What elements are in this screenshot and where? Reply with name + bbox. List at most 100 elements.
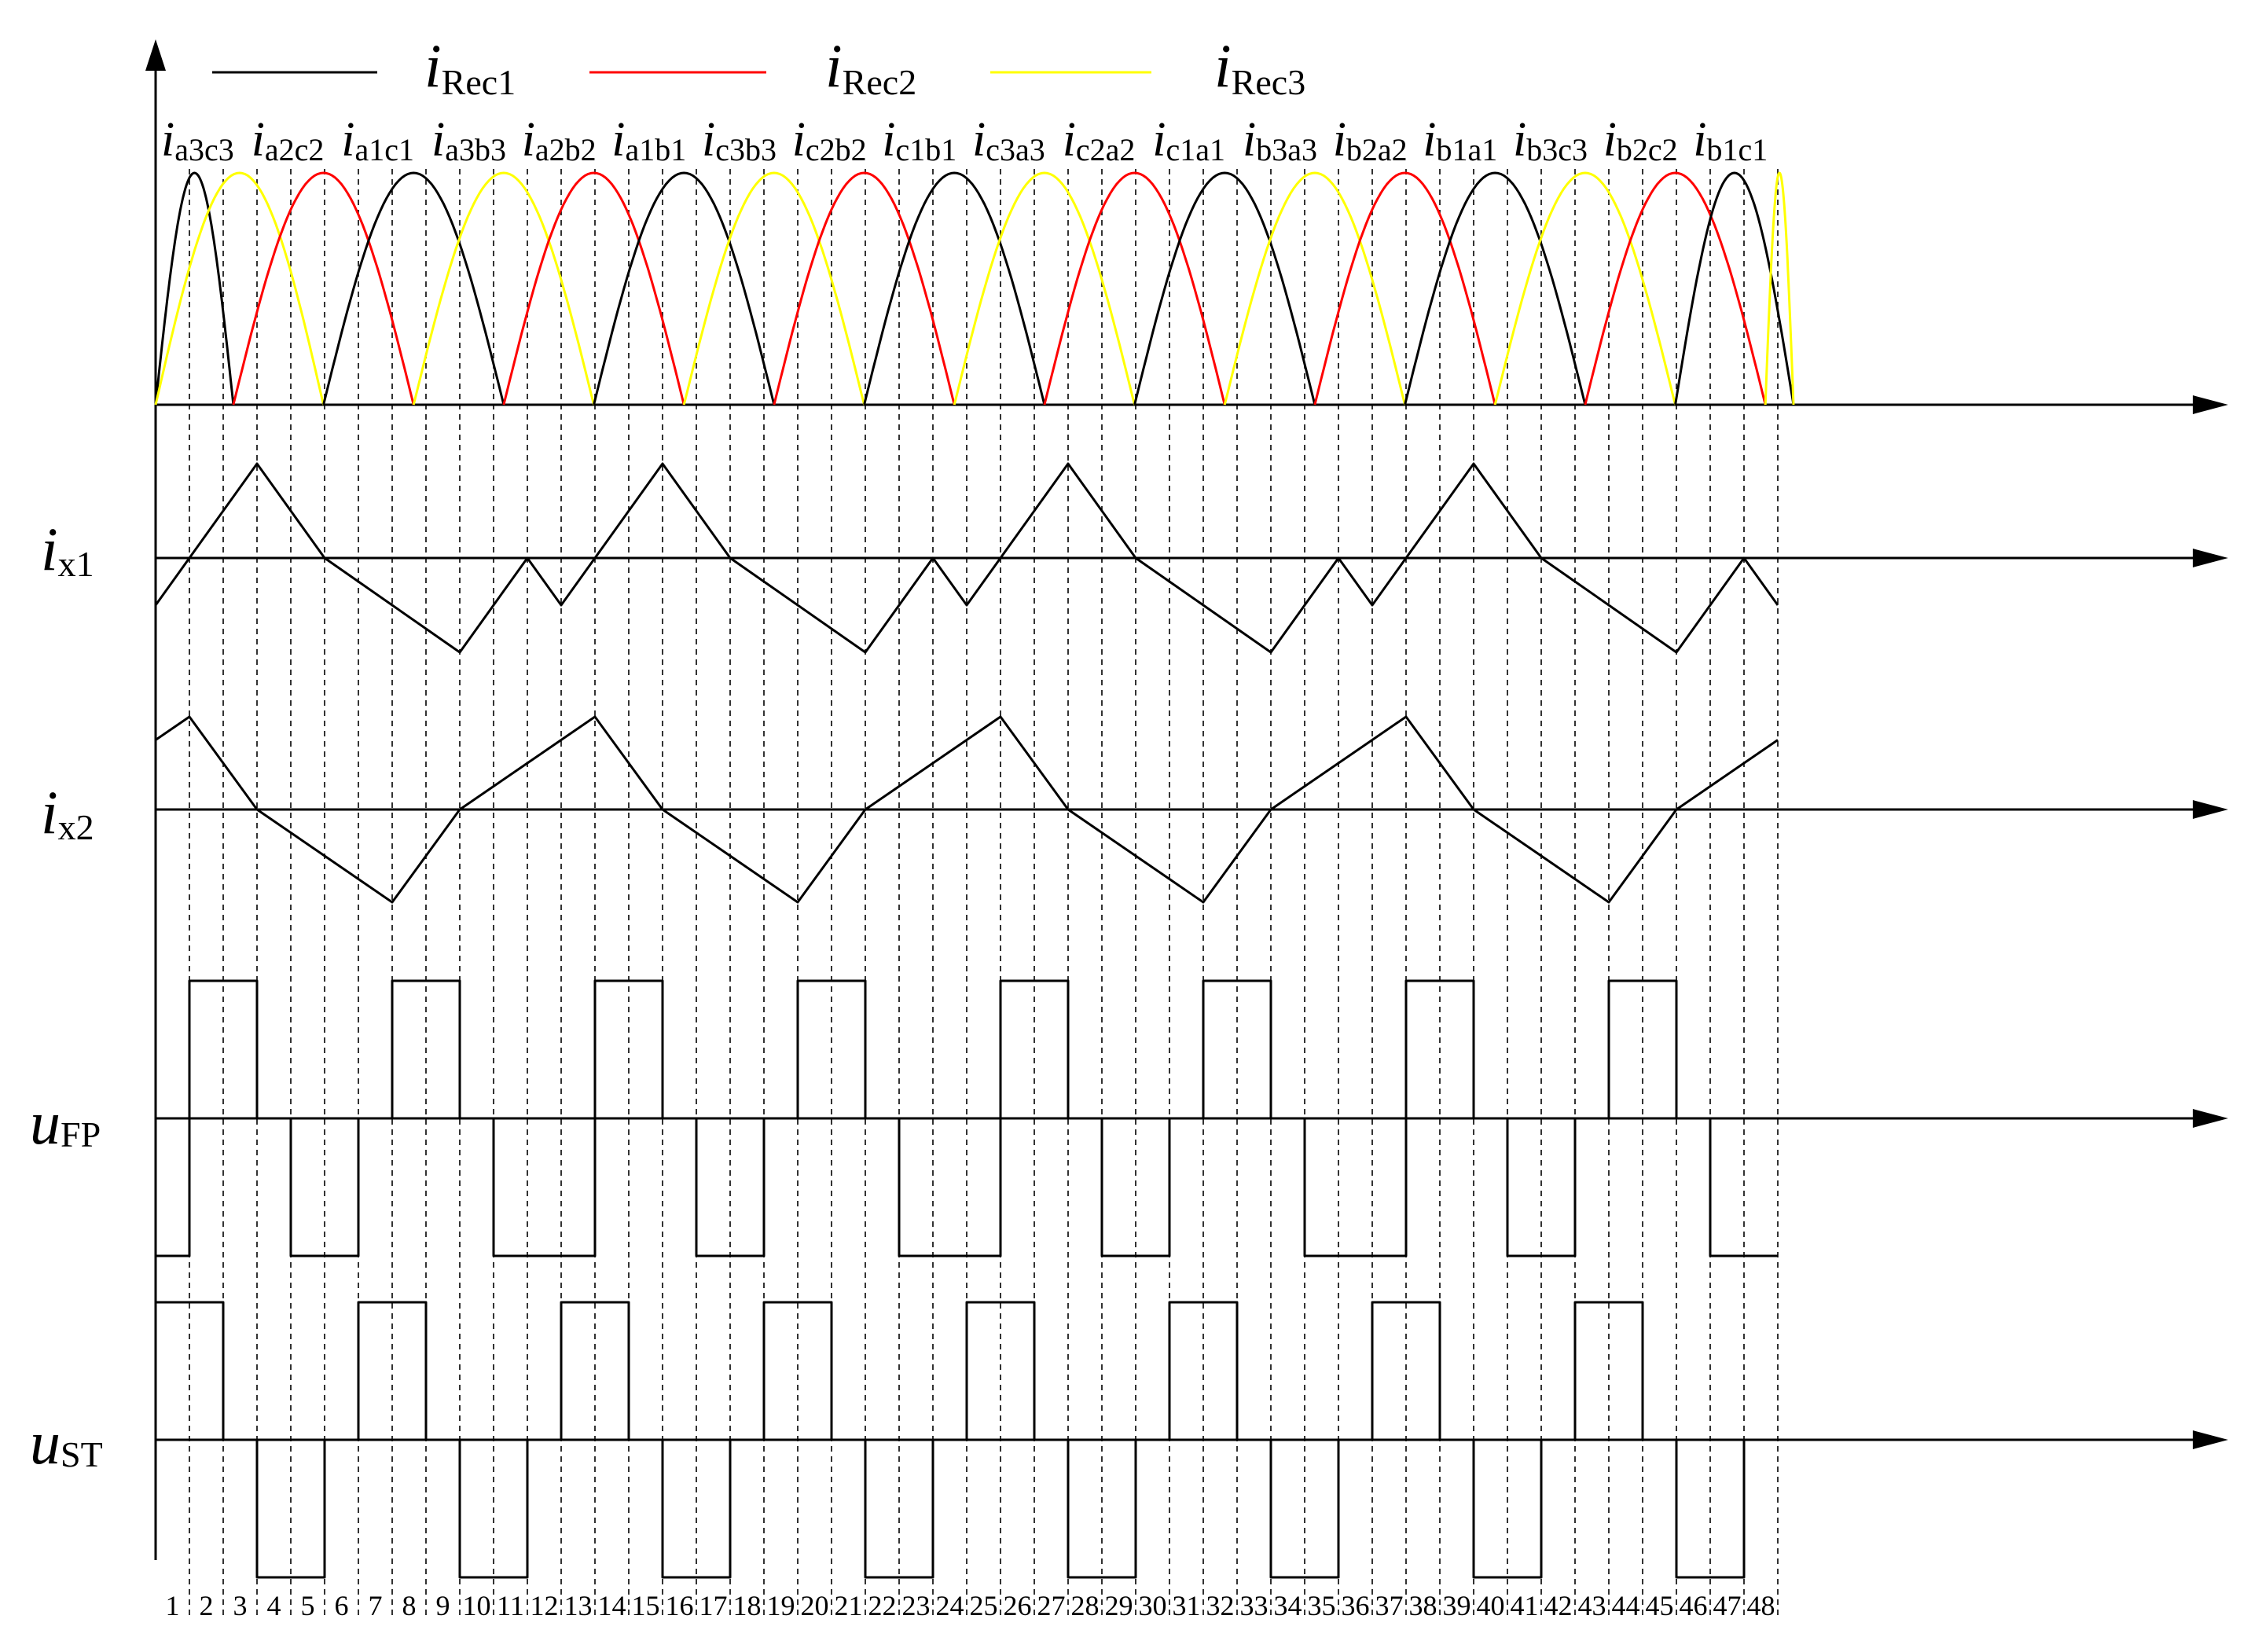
interval-number: 47 [1713,1590,1742,1621]
interval-number: 28 [1071,1590,1100,1621]
interval-number: 20 [801,1590,829,1621]
rectifier-lobe [232,171,415,406]
rectifier-lobe [1223,171,1407,406]
legend-label-rec3: iRec3 [1214,31,1305,102]
commutation-label: ib1a1 [1423,113,1497,167]
commutation-label: ia2b2 [522,113,597,167]
legend-label-rec1: iRec1 [424,31,516,102]
rectifier-lobe [1493,171,1677,406]
trace-labels: ix1 ix2 uFP uST [30,515,103,1477]
interval-number: 10 [463,1590,491,1621]
commutation-labels: ia3c3 ia2c2 ia1c1 ia3b3 ia2b2 ia1b1 ic3b3 ic2b2… [161,113,1768,167]
interval-number: 13 [564,1590,593,1621]
interval-number: 42 [1544,1590,1573,1621]
interval-number: 31 [1173,1590,1201,1621]
rectifier-lobe [682,171,866,406]
rectifier-lobe [502,171,685,406]
interval-number: 1 [166,1590,180,1621]
interval-number: 3 [233,1590,248,1621]
interval-number: 34 [1274,1590,1302,1621]
rectifier-lobe [1674,171,1795,406]
rectifier-lobe [863,171,1046,406]
rectifier-lobe [322,171,505,406]
interval-number: 18 [733,1590,762,1621]
commutation-label: ib3c3 [1513,113,1588,167]
interval-number: 46 [1680,1590,1708,1621]
commutation-label: ib1c1 [1693,113,1768,167]
commutation-label: ib3a3 [1243,113,1317,167]
interval-number: 43 [1578,1590,1606,1621]
interval-number: 2 [200,1590,214,1621]
ust-waveform [156,1301,1778,1579]
commutation-label: ia3c3 [161,113,234,167]
ix1-label: ix1 [41,515,94,584]
commutation-label: ic1a1 [1152,113,1225,167]
rectifier-lobe [1764,171,1795,406]
rectifier-lobe [1404,171,1587,406]
rectifier-lobe [593,171,776,406]
commutation-label: ia3b3 [431,113,506,167]
rectifier-current-waves [154,171,1795,406]
interval-number: 12 [531,1590,559,1621]
rectifier-lobe [1043,171,1226,406]
interval-number: 5 [301,1590,315,1621]
interval-number: 37 [1375,1590,1404,1621]
interval-number: 26 [1004,1590,1032,1621]
rectifier-lobe [1313,171,1496,406]
interval-number: 23 [902,1590,931,1621]
interval-number: 27 [1037,1590,1066,1621]
vertical-axis-arrow [145,39,166,71]
interval-number: 22 [868,1590,897,1621]
ix1-waveform [154,462,1779,654]
interval-numbers: 1 2 3 4 5 6 7 8 9 10 11 12 13 14 15 16 17 18 19 20 21 22 23 24 2… [166,1590,1775,1621]
ix2-axis-arrow [2193,800,2228,819]
ufp-axis-arrow [2193,1109,2228,1128]
commutation-label: ic2a2 [1063,113,1136,167]
ix2-waveform [155,715,1779,904]
commutation-label: ic2b2 [792,113,867,167]
commutation-label: ia2c2 [252,113,325,167]
interval-number: 7 [369,1590,383,1621]
rectifier-lobe [154,171,235,406]
rectifier-lobe [1584,171,1767,406]
interval-number: 35 [1308,1590,1336,1621]
interval-number: 48 [1747,1590,1775,1621]
rectifier-lobe [953,171,1136,406]
commutation-label: ia1b1 [611,113,686,167]
interval-number: 44 [1612,1590,1640,1621]
interval-number: 9 [436,1590,450,1621]
interval-number: 33 [1240,1590,1269,1621]
ust-axis-arrow [2193,1430,2228,1449]
interval-number: 8 [402,1590,417,1621]
commutation-label: ia1c1 [341,113,414,167]
interval-number: 25 [970,1590,998,1621]
rectifier-axis-arrow [2193,395,2228,414]
interval-number: 17 [699,1590,728,1621]
ust-label: uST [30,1408,103,1477]
interval-guides [189,169,1779,1615]
legend-label-rec2: iRec2 [825,31,916,102]
interval-number: 41 [1511,1590,1539,1621]
interval-number: 19 [767,1590,795,1621]
commutation-label: ic1b1 [882,113,956,167]
interval-number: 4 [267,1590,281,1621]
interval-number: 30 [1139,1590,1167,1621]
rectifier-lobe [412,171,596,406]
interval-number: 6 [335,1590,349,1621]
ix2-label: ix2 [41,778,94,847]
commutation-label: ic3a3 [972,113,1045,167]
commutation-label: ib2c2 [1603,113,1678,167]
horizontal-axes [156,395,2228,1449]
ix1-axis-arrow [2193,549,2228,567]
interval-number: 38 [1409,1590,1437,1621]
interval-number: 11 [497,1590,524,1621]
interval-number: 29 [1105,1590,1133,1621]
interval-number: 45 [1646,1590,1674,1621]
ufp-label: uFP [30,1088,101,1157]
interval-number: 21 [835,1590,863,1621]
rectifier-lobe [154,171,325,406]
rectifier-lobe [1133,171,1316,406]
interval-number: 36 [1342,1590,1370,1621]
interval-number: 14 [598,1590,626,1621]
